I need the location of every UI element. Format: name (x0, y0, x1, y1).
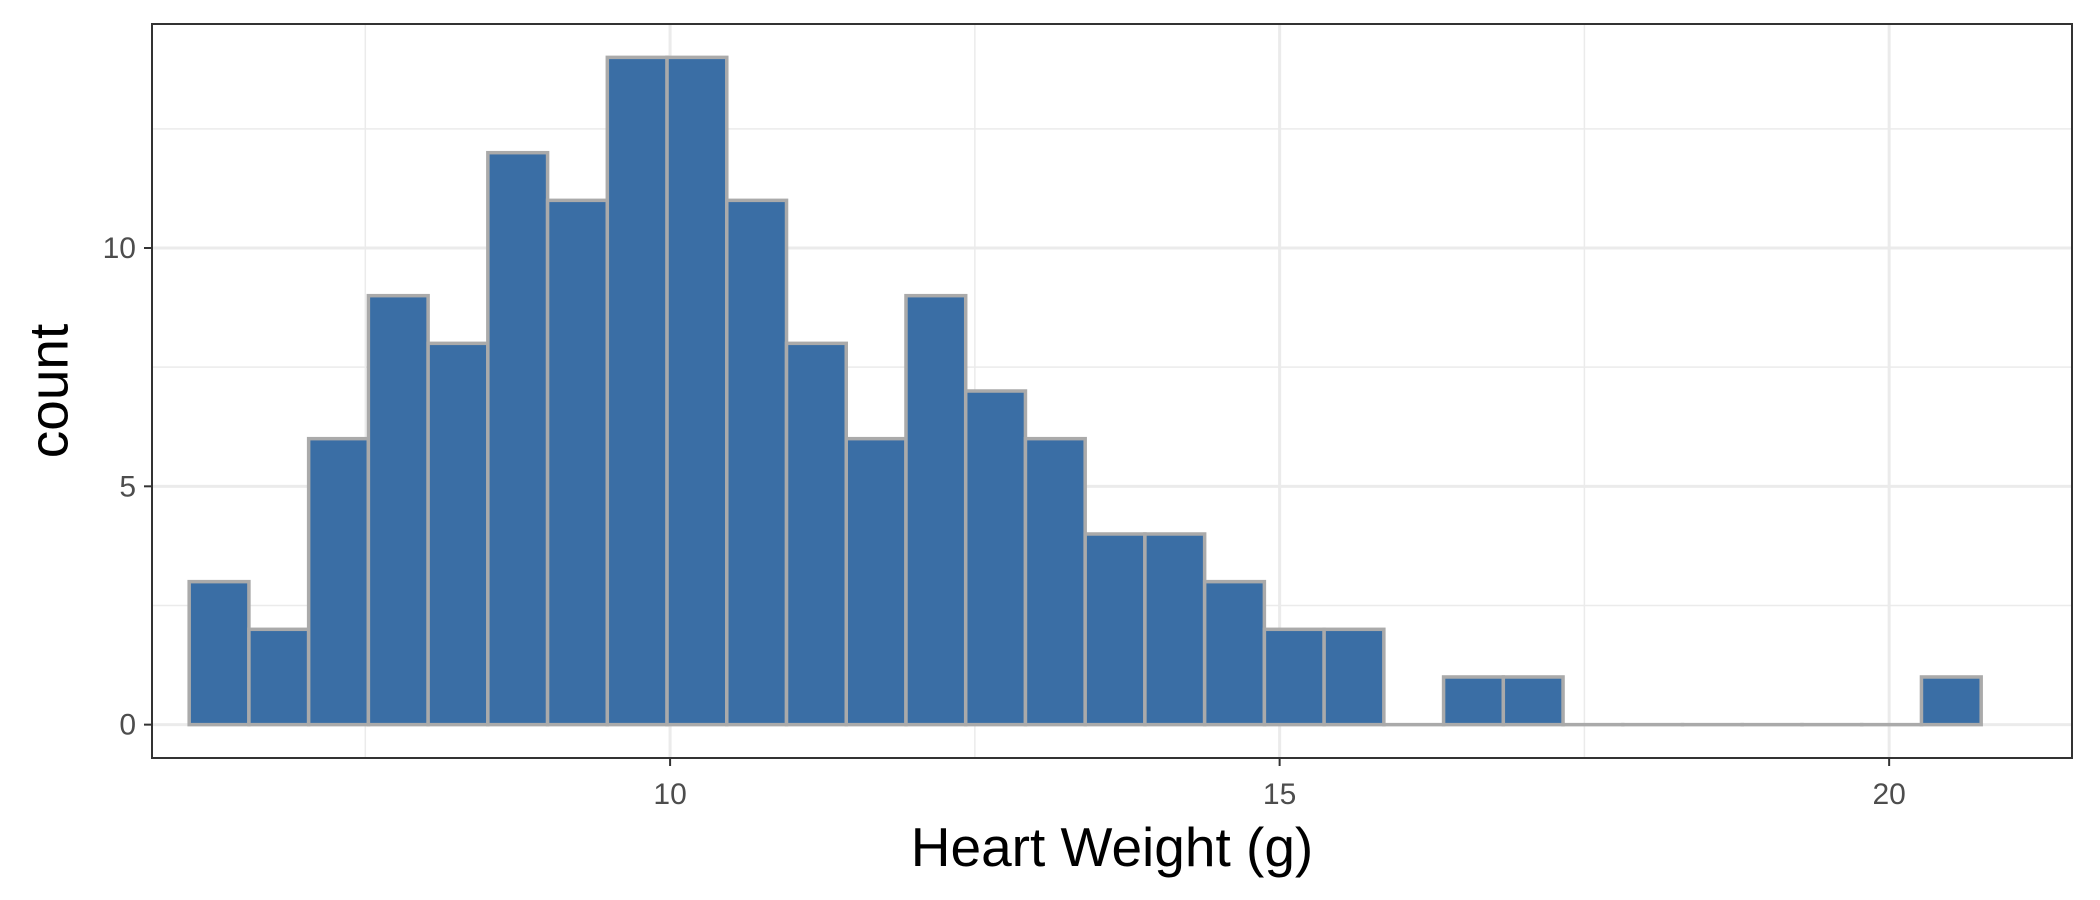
histogram-bar (963, 389, 1028, 727)
histogram-bar (1441, 675, 1506, 727)
histogram-bar (725, 198, 789, 727)
histogram-bar (1202, 579, 1267, 727)
histogram-bar (904, 293, 968, 727)
x-tick-label: 10 (653, 778, 686, 811)
y-axis-tick-labels: 0 5 10 (103, 232, 136, 742)
histogram-bar (1023, 436, 1087, 727)
histogram-bars (187, 55, 1983, 727)
y-tick-label: 5 (119, 470, 136, 503)
histogram-bar (784, 341, 848, 727)
histogram-bar (486, 150, 550, 727)
histogram-bar (605, 55, 669, 727)
y-tick-label: 0 (119, 709, 136, 742)
histogram-bar (1083, 532, 1147, 727)
histogram-bar (187, 579, 251, 727)
histogram-bar (1501, 675, 1565, 727)
histogram-bar (366, 293, 430, 727)
histogram-bar (1143, 532, 1207, 727)
histogram-bar (844, 436, 908, 727)
axis-ticks (144, 247, 1891, 766)
panel-border (151, 23, 2073, 759)
histogram-bar (545, 198, 610, 727)
x-axis-tick-labels: 10 15 20 (653, 778, 1905, 811)
histogram-bar (247, 627, 311, 727)
histogram-bar (1262, 627, 1326, 727)
histogram-bar (306, 436, 371, 727)
x-tick-label: 20 (1872, 778, 1905, 811)
histogram-bar (426, 341, 490, 727)
histogram-bar (665, 55, 729, 727)
histogram-bar (1919, 675, 1983, 727)
y-tick-label: 10 (103, 232, 136, 265)
histogram-bar (1322, 627, 1386, 727)
y-axis-title: count (17, 324, 79, 459)
x-tick-label: 15 (1263, 778, 1296, 811)
x-axis-title: Heart Weight (g) (911, 816, 1313, 878)
